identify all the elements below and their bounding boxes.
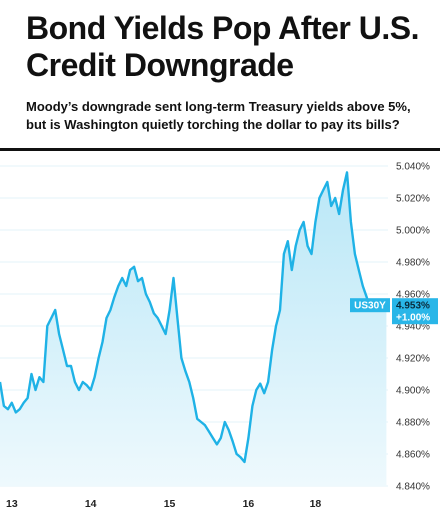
y-axis: 5.040% 5.020% 5.000% 4.980% 4.960% 4.940% 4.92… [396,162,430,493]
x-axis: 13 14 15 16 18 [6,498,321,510]
x-tick-label: 14 [85,498,97,510]
page-subtitle: Moody’s downgrade sent long-term Treasur… [26,99,411,132]
y-tick-label: 4.900% [396,386,430,397]
value-tag [392,298,438,325]
x-tick-label: 15 [164,498,176,510]
x-tick-label: 18 [310,498,322,510]
header-divider [0,148,440,151]
series-line [0,171,387,464]
yield-chart: 5.040% 5.020% 5.000% 4.980% 4.960% 4.940% 4.92… [0,162,438,510]
y-tick-label: 5.020% [396,194,430,205]
y-tick-label: 4.960% [396,290,430,301]
y-tick-label: 5.040% [396,162,430,173]
page-title: Bond Yields Pop After U.S. Credit Downgr… [26,10,419,83]
y-tick-label: 4.880% [396,418,430,429]
x-tick-label: 16 [243,498,255,510]
y-tick-label: 4.980% [396,258,430,269]
price-badge: US30Y 4.953%+1.00% [350,298,438,325]
y-tick-label: 4.840% [396,482,430,493]
chart-header: Bond Yields Pop After U.S. Credit Downgr… [0,0,440,148]
x-tick-label: 13 [6,498,18,510]
y-tick-label: 4.920% [396,354,430,365]
symbol-label: US30Y [354,301,386,312]
y-tick-label: 4.860% [396,450,430,461]
symbol-tag [350,298,390,313]
change-value: +1.00% [396,313,430,324]
y-tick-label: 5.000% [396,226,430,237]
series-area [0,172,387,486]
y-tick-label: 4.940% [396,322,430,333]
last-value: 4.953% [396,301,430,312]
